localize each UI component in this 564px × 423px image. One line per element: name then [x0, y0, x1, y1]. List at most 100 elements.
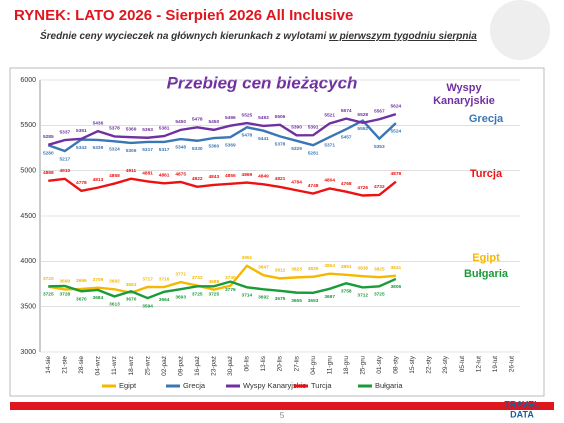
data-label: 3709 [93, 277, 104, 283]
data-label: 5217 [59, 156, 70, 162]
data-label: 3851 [341, 264, 352, 270]
data-label: 4732 [374, 184, 385, 190]
x-tick-label: 14-sie [45, 356, 52, 374]
data-label: 3696 [76, 278, 87, 284]
chart-frame [9, 67, 545, 397]
x-tick-label: 26-lut [508, 356, 515, 372]
series-line [47, 119, 397, 153]
data-label: 3728 [59, 291, 70, 297]
series-annotation: Wyspy Kanaryjskie [433, 82, 495, 107]
data-label: 4778 [76, 180, 87, 186]
x-tick-label: 06-lis [244, 355, 251, 371]
data-label: 5351 [76, 128, 87, 134]
data-label: 3655 [291, 298, 302, 304]
data-label: 3594 [142, 303, 153, 309]
data-label: 3720 [43, 276, 54, 282]
data-label: 5390 [291, 125, 302, 131]
data-label: 3693 [175, 294, 186, 300]
data-label: 5348 [175, 144, 186, 150]
data-label: 5528 [357, 112, 368, 118]
data-label: 3692 [109, 279, 120, 285]
data-label: 5360 [208, 143, 219, 149]
x-tick-label: 18-gru [343, 356, 350, 375]
data-label: 5343 [76, 145, 87, 151]
x-tick-label: 18-wrz [128, 356, 135, 376]
y-tick-label: 4500 [20, 213, 36, 220]
data-label: 5524 [391, 128, 402, 134]
page-number: 5 [280, 411, 285, 420]
data-label: 5478 [192, 117, 203, 123]
legend-label: Egipt [119, 381, 137, 390]
x-tick-label: 05-lut [459, 356, 466, 372]
data-label: 3670 [76, 297, 87, 303]
data-label: 4855 [225, 173, 236, 179]
data-label: 5353 [374, 144, 385, 150]
data-label: 5381 [159, 125, 170, 131]
x-tick-label: 04-wrz [95, 356, 102, 376]
series-line [47, 112, 397, 146]
data-label: 4726 [357, 185, 368, 191]
data-label: 4881 [142, 171, 153, 177]
data-label: 3733 [192, 275, 203, 281]
data-label: 3812 [275, 268, 286, 274]
data-label: 3717 [142, 276, 153, 282]
data-label: 5457 [341, 134, 352, 140]
x-tick-label: 08-sty [393, 355, 400, 373]
data-label: 5450 [208, 119, 219, 125]
x-tick-label: 13-lis [260, 355, 267, 371]
x-tick-label: 11-gru [326, 356, 333, 375]
data-label: 3758 [341, 289, 352, 295]
data-label: 3692 [258, 295, 269, 301]
data-label: 5624 [391, 103, 402, 109]
data-label: 4813 [93, 177, 104, 183]
subtitle: Średnie ceny wycieczek na głównych kieru… [40, 29, 477, 42]
data-label: 5567 [374, 109, 385, 115]
data-label: 3684 [93, 295, 104, 301]
data-label: 3613 [109, 302, 120, 308]
data-label: 3653 [126, 282, 137, 288]
data-label: 4869 [242, 172, 253, 178]
y-tick-label: 3000 [20, 349, 36, 356]
series-line [48, 264, 396, 295]
y-tick-label: 3500 [20, 304, 36, 311]
y-tick-label: 6000 [20, 77, 36, 84]
data-label: 5552 [357, 126, 368, 132]
data-label: 4822 [192, 176, 203, 182]
data-label: 3730 [225, 275, 236, 281]
subtitle-underlined: w pierwszym tygodniu sierpnia [329, 31, 477, 42]
data-label: 3836 [357, 265, 368, 271]
data-label: 5363 [142, 127, 153, 133]
data-label: 5369 [126, 126, 137, 132]
data-label: 3825 [374, 266, 385, 272]
footer-band [10, 402, 554, 410]
x-tick-label: 12-lut [475, 356, 482, 372]
data-label: 5281 [308, 150, 319, 156]
data-label: 3716 [159, 276, 170, 282]
data-label: 3675 [275, 296, 286, 302]
data-label: 3653 [308, 298, 319, 304]
data-label: 3841 [391, 265, 402, 271]
data-label: 3864 [324, 263, 335, 269]
x-tick-label: 28-sie [78, 356, 85, 374]
legend-label: Turcja [311, 381, 332, 390]
x-tick-label: 27-lis [293, 355, 300, 371]
x-tick-label: 19-lut [492, 356, 499, 372]
data-label: 5525 [242, 112, 253, 118]
data-label: 3725 [374, 292, 385, 298]
data-label: 4804 [324, 178, 335, 184]
data-label: 5329 [291, 146, 302, 152]
data-label: 5317 [142, 147, 153, 153]
data-label: 5436 [93, 120, 104, 126]
x-tick-label: 11-wrz [111, 356, 118, 375]
data-label: 5317 [159, 147, 170, 153]
x-tick-label: 21-sie [62, 356, 69, 374]
data-label: 5506 [275, 114, 286, 120]
data-label: 3776 [225, 287, 236, 293]
x-tick-label: 25-gru [359, 356, 366, 375]
data-label: 3690 [59, 279, 70, 285]
data-label: 4748 [308, 183, 319, 189]
legend-label: Bułgaria [375, 381, 403, 390]
data-label: 4888 [43, 170, 54, 176]
